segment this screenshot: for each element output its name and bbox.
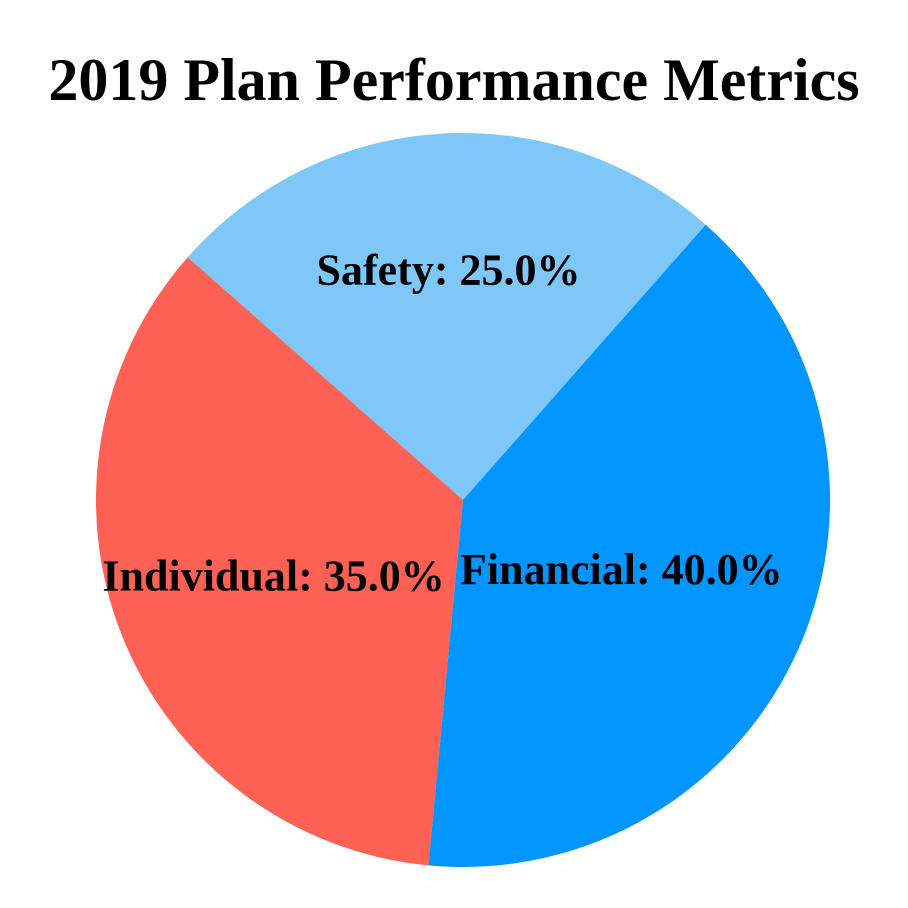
pie-slice-financial: [428, 224, 830, 867]
pie-slice-individual: [96, 257, 464, 866]
slice-label-safety: Safety: 25.0%: [317, 246, 581, 295]
slice-label-financial: Financial: 40.0%: [460, 545, 783, 594]
chart-title: 2019 Plan Performance Metrics: [48, 47, 860, 113]
slice-label-individual: Individual: 35.0%: [102, 551, 444, 600]
pie-slice-safety: [187, 133, 706, 500]
